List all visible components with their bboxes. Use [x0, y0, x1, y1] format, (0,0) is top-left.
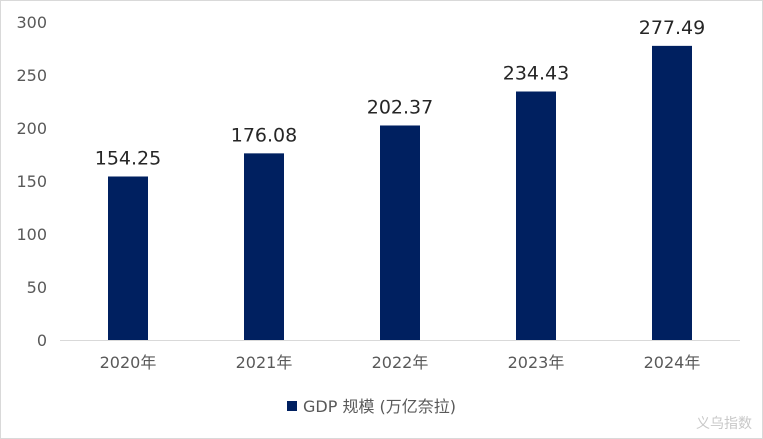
bar — [244, 153, 284, 340]
y-tick-label: 0 — [37, 331, 47, 350]
bar-data-label: 154.25 — [95, 147, 161, 169]
legend-swatch — [287, 401, 297, 411]
x-tick-label: 2021年 — [236, 353, 293, 372]
x-tick-label: 2020年 — [100, 353, 157, 372]
y-tick-label: 100 — [16, 225, 47, 244]
watermark: 义乌指数 — [696, 416, 752, 432]
bar — [652, 45, 692, 341]
bar — [380, 125, 420, 341]
bar — [108, 176, 148, 340]
bar-data-label: 176.08 — [231, 124, 297, 146]
y-tick-label: 150 — [16, 172, 47, 191]
legend-label: GDP 规模 (万亿奈拉) — [303, 397, 456, 416]
y-tick-label: 300 — [16, 13, 47, 32]
bar-data-label: 277.49 — [639, 17, 705, 39]
y-tick-label: 200 — [16, 119, 47, 138]
bars-group: 154.25 176.08 202.37 234.43 277.49 — [95, 17, 705, 341]
x-tick-label: 2022年 — [372, 353, 429, 372]
y-tick-label: 250 — [16, 66, 47, 85]
y-axis: 0 50 100 150 200 250 300 — [16, 13, 47, 350]
x-axis: 2020年 2021年 2022年 2023年 2024年 — [100, 353, 701, 372]
x-tick-label: 2024年 — [644, 353, 701, 372]
bar — [516, 91, 556, 340]
x-tick-label: 2023年 — [508, 353, 565, 372]
legend: GDP 规模 (万亿奈拉) — [287, 397, 456, 416]
bar-data-label: 234.43 — [503, 63, 569, 85]
y-tick-label: 50 — [27, 278, 47, 297]
bar-data-label: 202.37 — [367, 96, 433, 118]
